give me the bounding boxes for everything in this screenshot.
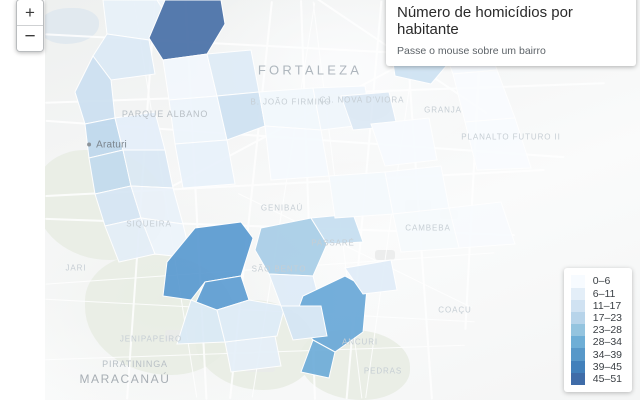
legend-swatch (570, 311, 585, 325)
choropleth-layer[interactable] (45, 0, 640, 400)
legend-swatch (570, 324, 585, 337)
legend-row: 39–45 (570, 360, 622, 373)
legend-row: 45–51 (570, 372, 622, 385)
legend-row: 28–34 (570, 336, 622, 349)
legend-row: 0–6 (570, 275, 622, 288)
neighborhood-polygon[interactable] (344, 259, 398, 295)
legend-row: 23–28 (570, 324, 622, 337)
neighborhood-polygon[interactable] (452, 69, 516, 123)
legend-swatch (570, 275, 585, 288)
page-title: Número de homicídios por habitante (397, 4, 573, 39)
legend-swatch (570, 348, 585, 361)
legend-swatch (570, 287, 585, 300)
legend-label: 17–23 (592, 311, 622, 324)
neighborhood-polygon[interactable] (300, 339, 336, 379)
neighborhood-polygon[interactable] (92, 33, 156, 81)
neighborhood-polygon[interactable] (122, 149, 174, 189)
legend-label: 28–34 (592, 336, 622, 349)
legend-label: 23–28 (592, 324, 622, 337)
legend-label: 0–6 (592, 275, 611, 288)
legend-row: 6–11 (570, 287, 622, 300)
neighborhood-polygon[interactable] (280, 305, 328, 341)
legend-label: 39–45 (592, 360, 622, 373)
neighborhood-polygon[interactable] (264, 125, 330, 181)
neighborhood-polygon[interactable] (384, 165, 450, 215)
zoom-control[interactable]: + − (16, 0, 44, 52)
title-panel: Número de homicídios por habitante Passe… (386, 0, 636, 66)
legend-swatch (570, 360, 585, 373)
legend-row: 17–23 (570, 311, 622, 325)
legend-label: 11–17 (592, 299, 622, 312)
legend-row: 34–39 (570, 348, 622, 361)
legend-row: 11–17 (570, 299, 622, 312)
neighborhood-polygon[interactable] (174, 139, 236, 189)
legend-swatch (570, 336, 585, 349)
legend-label: 34–39 (592, 348, 622, 361)
legend: 0–6 6–11 11–17 17–23 23–28 28–34 34–39 39–45 45–… (563, 268, 632, 392)
neighborhood-polygon[interactable] (328, 171, 394, 219)
legend-swatch (570, 372, 585, 385)
neighborhood-polygon[interactable] (258, 87, 322, 131)
neighborhood-polygon[interactable] (114, 111, 166, 151)
legend-label: 45–51 (592, 372, 622, 385)
neighborhood-polygon[interactable] (464, 117, 532, 171)
zoom-in-button[interactable]: + (17, 0, 43, 25)
neighborhood-polygon[interactable] (370, 117, 438, 167)
neighborhood-polygon[interactable] (448, 201, 516, 249)
panel-subtitle: Passe o mouse sobre um bairro (397, 44, 546, 57)
neighborhood-polygon[interactable] (216, 299, 286, 343)
legend-swatch (570, 299, 585, 312)
legend-label: 6–11 (592, 287, 616, 300)
neighborhood-polygon[interactable] (392, 207, 460, 253)
zoom-out-button[interactable]: − (17, 25, 43, 51)
